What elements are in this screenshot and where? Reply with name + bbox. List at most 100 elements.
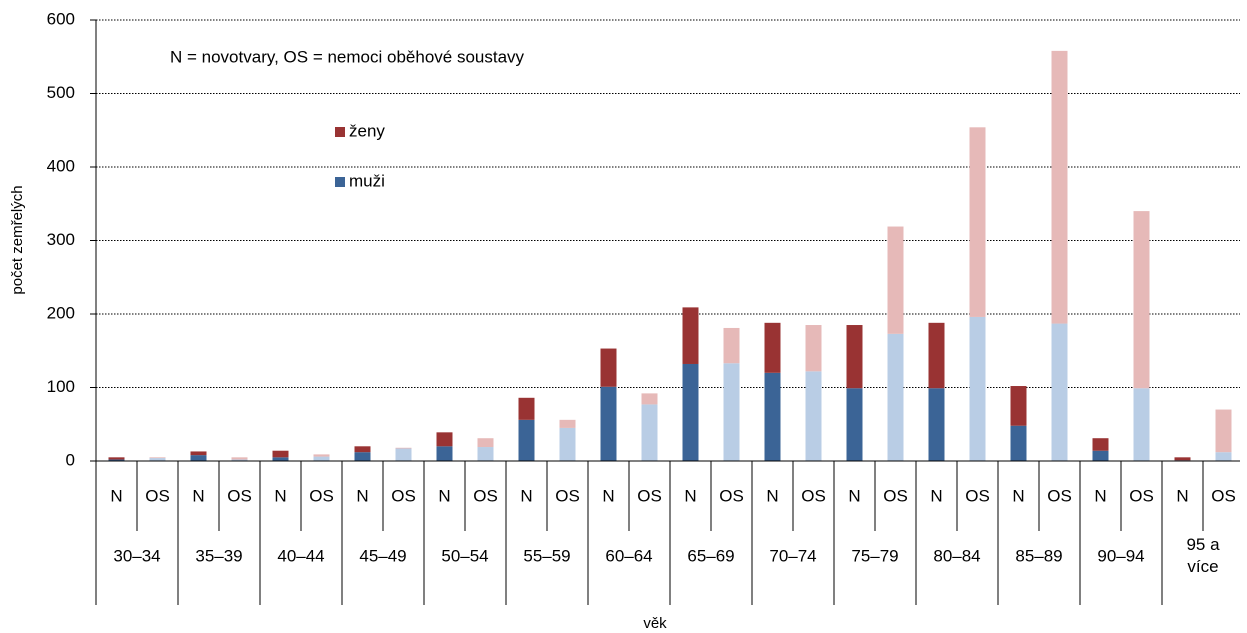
bar-segment — [231, 457, 248, 460]
bar-segment — [436, 446, 453, 461]
group-label: 95 a více — [1186, 535, 1220, 576]
x-tick-label: N — [520, 486, 532, 505]
group-label: 85–89 — [1015, 546, 1062, 565]
bar-segment — [559, 419, 576, 428]
x-tick-label: OS — [391, 486, 416, 505]
bar-segment — [969, 127, 986, 317]
x-tick-label: N — [438, 486, 450, 505]
x-tick-label: OS — [719, 486, 744, 505]
bar-segment — [313, 456, 330, 461]
group-label-line: více — [1187, 557, 1218, 576]
group-label-line: 95 a — [1186, 535, 1220, 554]
bar-segment — [764, 322, 781, 373]
bar-segment — [477, 438, 494, 448]
x-tick-label: OS — [1047, 486, 1072, 505]
bar-segment — [887, 333, 904, 461]
y-tick-label: 100 — [47, 377, 75, 396]
bar-segment — [846, 388, 863, 461]
x-tick-label: OS — [883, 486, 908, 505]
bar-segment — [1051, 50, 1068, 324]
y-tick-label: 0 — [66, 450, 75, 469]
bar-segment — [1133, 211, 1150, 389]
bar-segment — [190, 455, 207, 461]
group-label: 30–34 — [113, 546, 160, 565]
x-tick-label: N — [1012, 486, 1024, 505]
x-tick-label: N — [848, 486, 860, 505]
group-label: 80–84 — [933, 546, 980, 565]
bar-segment — [108, 459, 125, 461]
bar-segment — [928, 388, 945, 461]
bar-segment — [805, 325, 822, 372]
group-label: 75–79 — [851, 546, 898, 565]
bar-segment — [272, 450, 289, 458]
group-label: 35–39 — [195, 546, 242, 565]
bar-segment — [272, 457, 289, 461]
group-label: 45–49 — [359, 546, 406, 565]
bar-segment — [805, 371, 822, 461]
x-axis-title: věk — [643, 615, 667, 632]
bar-segment — [1051, 323, 1068, 461]
group-label: 40–44 — [277, 546, 324, 565]
bar-segment — [682, 307, 699, 364]
x-tick-label: N — [930, 486, 942, 505]
y-tick-label: 500 — [47, 83, 75, 102]
y-axis-title: počet zemřelých — [9, 185, 26, 294]
bar-segment — [313, 454, 330, 457]
bar-segment — [559, 427, 576, 461]
x-tick-label: OS — [227, 486, 252, 505]
group-label: 65–69 — [687, 546, 734, 565]
group-label: 70–74 — [769, 546, 816, 565]
x-tick-label: N — [110, 486, 122, 505]
legend-swatch — [335, 127, 345, 137]
y-tick-label: 200 — [47, 303, 75, 322]
bar-segment — [764, 372, 781, 461]
x-tick-label: OS — [637, 486, 662, 505]
bar-segment — [477, 447, 494, 461]
bar-segment — [395, 447, 412, 449]
bar-segment — [1010, 386, 1027, 426]
bar-segment — [149, 457, 166, 459]
bar-segment — [149, 458, 166, 461]
bar-segment — [641, 404, 658, 461]
bar-segment — [1215, 452, 1232, 461]
x-tick-label: N — [684, 486, 696, 505]
legend-label: ženy — [349, 121, 385, 140]
x-tick-label: N — [356, 486, 368, 505]
bar-segment — [1010, 425, 1027, 461]
bar-segment — [682, 363, 699, 461]
bar-segment — [1133, 388, 1150, 461]
bar-segment — [1215, 409, 1232, 453]
bar-segment — [518, 419, 535, 461]
x-tick-label: OS — [965, 486, 990, 505]
group-label: 50–54 — [441, 546, 488, 565]
y-tick-label: 400 — [47, 156, 75, 175]
group-label: 55–59 — [523, 546, 570, 565]
bar-segment — [108, 457, 125, 460]
bar-segment — [928, 322, 945, 389]
x-tick-label: N — [602, 486, 614, 505]
group-label: 60–64 — [605, 546, 652, 565]
bar-segment — [723, 363, 740, 461]
x-tick-label: N — [192, 486, 204, 505]
x-tick-label: N — [1094, 486, 1106, 505]
bar-segment — [600, 348, 617, 387]
bar-segment — [887, 226, 904, 334]
x-tick-label: OS — [473, 486, 498, 505]
bar-segment — [190, 451, 207, 456]
bar-segment — [354, 452, 371, 461]
bar-segment — [231, 459, 248, 461]
x-tick-label: OS — [1211, 486, 1236, 505]
x-tick-label: OS — [555, 486, 580, 505]
bar-segment — [436, 432, 453, 447]
x-tick-label: N — [1176, 486, 1188, 505]
legend-swatch — [335, 177, 345, 187]
bar-segment — [723, 327, 740, 364]
group-label: 90–94 — [1097, 546, 1144, 565]
y-tick-label: 300 — [47, 230, 75, 249]
bar-segment — [846, 325, 863, 389]
x-tick-label: OS — [145, 486, 170, 505]
y-tick-label: 600 — [47, 9, 75, 28]
x-tick-label: OS — [1129, 486, 1154, 505]
